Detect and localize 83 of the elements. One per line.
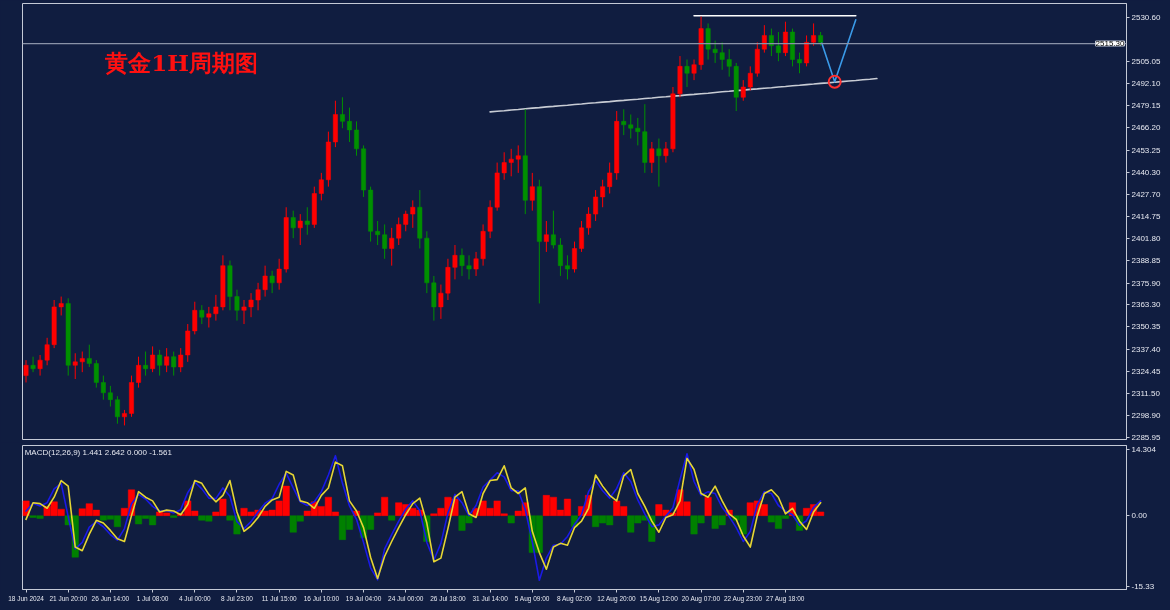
candlestick — [550, 210, 556, 249]
candlestick — [515, 144, 521, 174]
y-tick-label: 2427.70 — [1131, 189, 1161, 199]
candlestick — [579, 220, 584, 253]
candlestick — [607, 162, 613, 194]
candlestick — [684, 59, 690, 88]
chart-title: MACD(12,26,9) 1.441 2.642 0.000 -1.561 — [24, 447, 173, 457]
bar — [704, 496, 712, 516]
y-tick-label: 0.00 — [1131, 511, 1148, 521]
y-tick-label: 2337.40 — [1131, 344, 1161, 354]
y-tick-label: 2492.10 — [1131, 78, 1161, 88]
y-tick-label: 2530.60 — [1131, 12, 1161, 22]
candlestick — [318, 172, 324, 201]
candlestick — [115, 395, 120, 425]
candlestick — [199, 304, 205, 325]
candlestick — [290, 210, 296, 239]
y-tick-label: 2440.30 — [1131, 167, 1161, 177]
y-tick-label: 2285.95 — [1131, 433, 1161, 443]
bar — [507, 515, 515, 524]
bar — [388, 515, 396, 521]
candlestick — [656, 138, 662, 188]
candlestick — [136, 356, 141, 389]
candlestick — [347, 107, 352, 143]
candlestick — [558, 237, 563, 277]
candlestick — [586, 206, 591, 236]
candlestick — [593, 189, 599, 222]
candlestick — [23, 359, 29, 383]
ref-line-label: 2515.30 — [1095, 39, 1126, 49]
candlestick — [297, 213, 303, 246]
candlestick — [37, 354, 43, 377]
candlestick — [213, 294, 219, 322]
candlestick — [86, 344, 92, 368]
y-tick-label: 2414.75 — [1131, 211, 1161, 221]
candlestick — [382, 223, 388, 260]
candlestick — [30, 356, 36, 373]
candlestick — [157, 349, 163, 377]
candlestick — [811, 22, 817, 47]
candlestick — [248, 292, 254, 318]
candlestick — [206, 306, 212, 328]
candlestick — [572, 241, 577, 274]
y-tick-label: 2466.20 — [1131, 123, 1161, 133]
candlestick — [143, 351, 148, 377]
candlestick — [171, 351, 177, 377]
y-tick-label: 2363.30 — [1131, 300, 1161, 310]
y-tick-label: 2311.50 — [1131, 389, 1161, 399]
candlestick — [761, 24, 767, 54]
y-tick-label: 2375.90 — [1131, 278, 1161, 288]
candlestick — [775, 31, 781, 62]
y-tick-label: 2479.15 — [1131, 101, 1161, 111]
candlestick — [100, 375, 106, 401]
candlestick — [192, 301, 198, 335]
y-tick-label: 2505.05 — [1131, 56, 1161, 66]
candlestick — [304, 206, 310, 236]
candlestick — [375, 220, 381, 246]
candlestick — [768, 28, 774, 57]
candlestick — [797, 52, 802, 74]
candlestick — [600, 179, 606, 208]
candlestick — [164, 347, 170, 373]
candlestick — [340, 96, 345, 129]
candlestick — [663, 141, 669, 164]
candlestick — [269, 270, 275, 294]
y-tick-label: 14.304 — [1131, 445, 1157, 455]
candlestick — [804, 34, 809, 67]
candlestick — [107, 385, 113, 408]
candlestick — [93, 359, 99, 389]
y-tick-label: 2350.35 — [1131, 322, 1161, 332]
candlestick — [543, 220, 549, 253]
candlestick — [783, 21, 788, 57]
candlestick — [529, 172, 535, 212]
candlestick — [649, 141, 655, 174]
candlestick — [150, 345, 156, 373]
y-tick-label: -15.33 — [1131, 581, 1155, 591]
candlestick — [354, 120, 359, 157]
text: 黄金1H周期图 — [104, 49, 259, 77]
y-tick-label: 2298.90 — [1131, 410, 1161, 420]
candlestick — [241, 299, 247, 325]
y-tick-label: 2388.85 — [1131, 256, 1161, 266]
y-tick-label: 2453.25 — [1131, 145, 1161, 155]
line-series — [819, 19, 857, 83]
y-tick-label: 2324.45 — [1131, 366, 1161, 376]
candlestick — [565, 254, 570, 280]
candlestick — [276, 258, 282, 291]
y-tick-label: 2401.80 — [1131, 234, 1161, 244]
